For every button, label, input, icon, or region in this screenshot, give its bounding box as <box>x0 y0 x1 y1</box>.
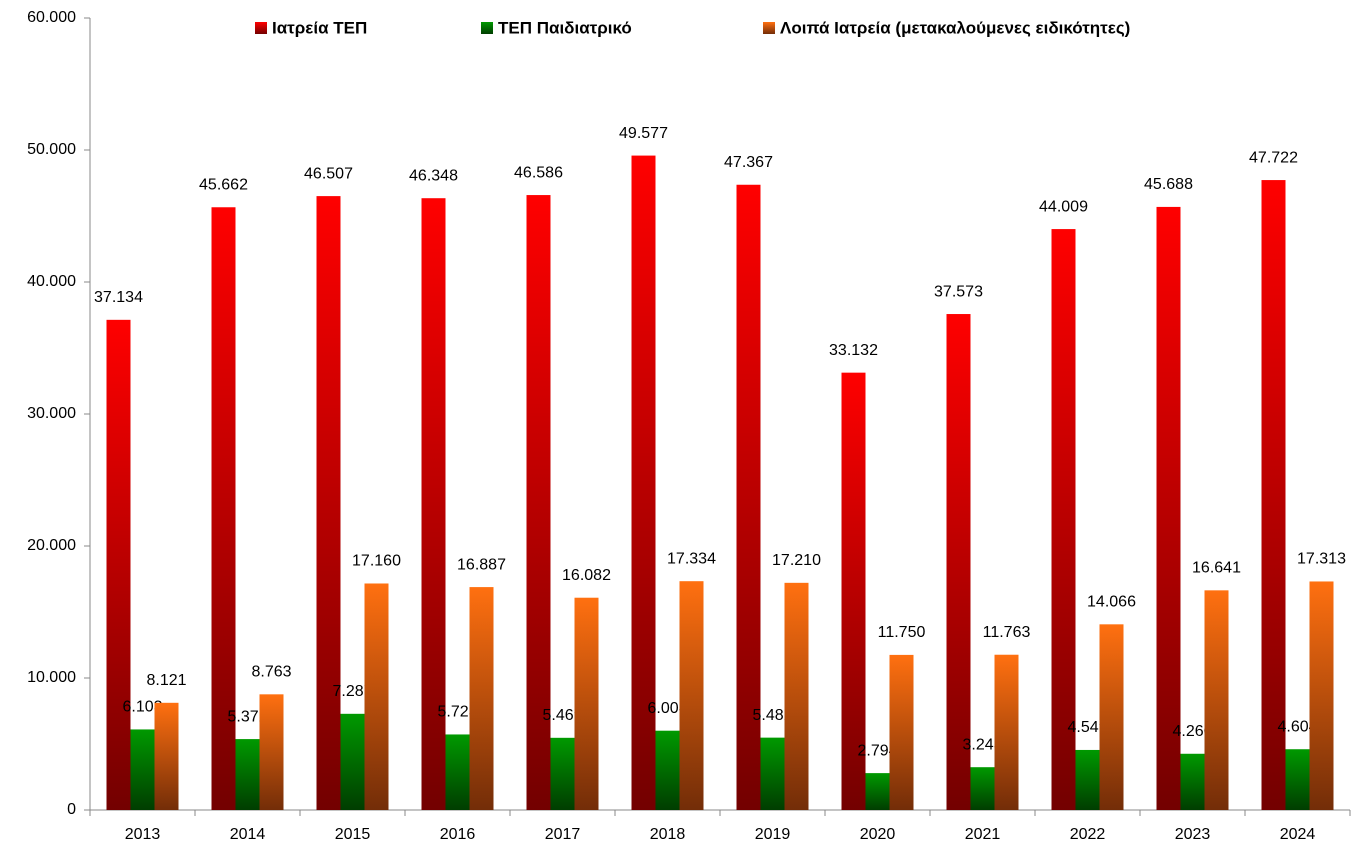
bar <box>1051 229 1076 811</box>
bar <box>550 737 575 810</box>
value-label: 5.469 <box>542 707 582 724</box>
value-label: 46.507 <box>304 165 353 182</box>
bar <box>970 767 995 810</box>
value-label: 5.482 <box>752 707 792 724</box>
value-label: 17.334 <box>667 550 716 567</box>
value-label: 44.009 <box>1039 198 1088 215</box>
value-label: 4.260 <box>1172 723 1212 740</box>
value-label: 46.586 <box>514 164 563 181</box>
bar <box>259 694 284 810</box>
x-tick-label: 2022 <box>1070 826 1106 843</box>
value-label: 16.641 <box>1192 560 1241 577</box>
value-label: 47.367 <box>724 154 773 171</box>
bar <box>1285 749 1310 810</box>
y-tick-label: 10.000 <box>27 669 76 686</box>
value-label: 33.132 <box>829 342 878 359</box>
y-tick-label: 40.000 <box>27 273 76 290</box>
y-tick-label: 50.000 <box>27 141 76 158</box>
bar <box>154 702 179 810</box>
value-label: 2.794 <box>857 742 897 759</box>
bar <box>1180 753 1205 810</box>
bar <box>364 583 389 810</box>
value-label: 47.722 <box>1249 149 1298 166</box>
value-label: 46.348 <box>409 167 458 184</box>
x-tick-label: 2014 <box>230 826 266 843</box>
bar <box>679 581 704 810</box>
value-label: 17.160 <box>352 553 401 570</box>
y-tick-label: 20.000 <box>27 537 76 554</box>
value-label: 5.372 <box>227 708 267 725</box>
bar <box>469 587 494 810</box>
x-tick-label: 2013 <box>125 826 161 843</box>
value-label: 8.763 <box>251 664 291 681</box>
value-label: 37.134 <box>94 289 143 306</box>
value-label: 6.008 <box>647 700 687 717</box>
value-label: 16.887 <box>457 556 506 573</box>
bar <box>994 654 1019 810</box>
value-label: 16.082 <box>562 567 611 584</box>
bar <box>760 737 785 810</box>
x-tick-label: 2015 <box>335 826 371 843</box>
x-tick-label: 2016 <box>440 826 476 843</box>
bar <box>1261 180 1286 811</box>
bar <box>1156 206 1181 810</box>
bar <box>574 597 599 810</box>
bar <box>889 654 914 810</box>
value-label: 7.287 <box>332 683 372 700</box>
x-tick-label: 2024 <box>1280 826 1316 843</box>
value-label: 8.121 <box>146 672 186 689</box>
value-label: 11.763 <box>983 624 1031 641</box>
bar <box>946 314 971 810</box>
legend-label: Ιατρεία ΤΕΠ <box>272 18 367 37</box>
x-tick-label: 2021 <box>965 826 1001 843</box>
bar <box>235 739 260 810</box>
value-label: 17.210 <box>772 552 821 569</box>
value-label: 5.723 <box>437 704 477 721</box>
bar <box>784 582 809 810</box>
value-label: 37.573 <box>934 283 983 300</box>
y-tick-label: 60.000 <box>27 9 76 26</box>
bar <box>841 372 866 810</box>
bar <box>106 319 131 810</box>
x-tick-label: 2023 <box>1175 826 1211 843</box>
bar <box>421 198 446 810</box>
y-tick-label: 0 <box>67 801 76 818</box>
bar <box>655 730 680 810</box>
value-label: 45.662 <box>199 176 248 193</box>
legend-swatch <box>763 22 775 34</box>
value-label: 11.750 <box>878 624 926 641</box>
value-label: 17.313 <box>1297 551 1346 568</box>
bar <box>631 155 656 810</box>
bar <box>1204 590 1229 810</box>
x-tick-label: 2017 <box>545 826 581 843</box>
bar <box>1099 624 1124 810</box>
bar <box>526 195 551 810</box>
bar <box>445 734 470 810</box>
x-tick-label: 2018 <box>650 826 686 843</box>
legend-label: Λοιπά Ιατρεία (μετακαλούμενες ειδικότητε… <box>780 18 1130 37</box>
bar <box>1309 581 1334 810</box>
legend-label: ΤΕΠ Παιδιατρικό <box>498 18 632 37</box>
bar <box>865 773 890 810</box>
bar <box>316 196 341 810</box>
value-label: 14.066 <box>1087 594 1136 611</box>
value-label: 4.549 <box>1067 719 1107 736</box>
value-label: 3.243 <box>962 736 1002 753</box>
bar <box>211 207 236 810</box>
y-tick-label: 30.000 <box>27 405 76 422</box>
bar <box>130 729 155 810</box>
value-label: 49.577 <box>619 125 668 142</box>
bar <box>736 184 761 810</box>
bar <box>1075 749 1100 810</box>
value-label: 45.688 <box>1144 176 1193 193</box>
value-label: 4.604 <box>1277 718 1317 735</box>
x-tick-label: 2020 <box>860 826 896 843</box>
bar <box>340 713 365 810</box>
legend-swatch <box>481 22 493 34</box>
value-label: 6.103 <box>122 699 162 716</box>
legend-swatch <box>255 22 267 34</box>
x-tick-label: 2019 <box>755 826 791 843</box>
